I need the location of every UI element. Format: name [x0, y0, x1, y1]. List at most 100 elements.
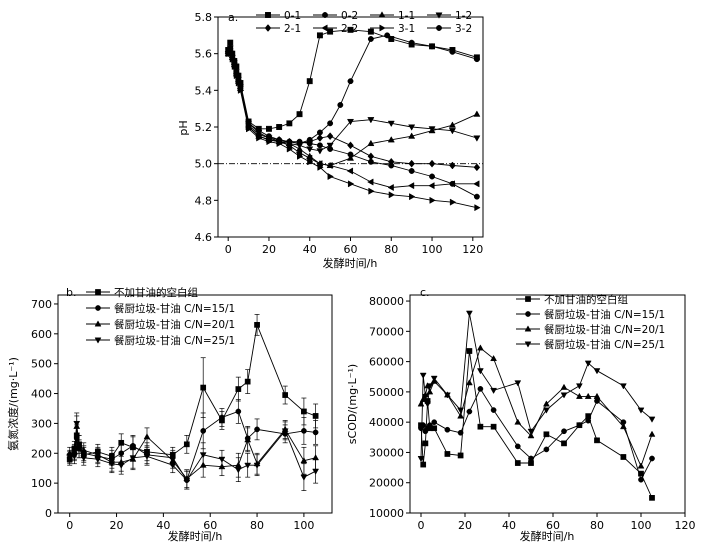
- data-point: [593, 368, 601, 375]
- legend-label: 不加甘油的空白组: [114, 286, 198, 299]
- data-point: [66, 453, 74, 460]
- data-point: [408, 168, 415, 174]
- data-point: [476, 368, 484, 375]
- data-point: [449, 180, 456, 187]
- data-point: [619, 423, 627, 430]
- legend-label: 餐厨垃圾-甘油 C/N=25/1: [114, 334, 235, 347]
- data-point: [473, 163, 481, 172]
- data-point: [266, 125, 272, 132]
- legend-marker: [525, 296, 531, 302]
- y-tick-label: 5.2: [195, 121, 213, 134]
- y-axis-label: pH: [177, 120, 190, 135]
- x-tick-label: 40: [502, 519, 516, 532]
- data-point: [408, 159, 415, 168]
- series-2: [418, 386, 655, 483]
- data-point: [457, 412, 465, 419]
- data-point: [286, 120, 293, 127]
- data-point: [347, 151, 354, 158]
- data-point: [276, 138, 283, 145]
- plot-frame: [57, 294, 333, 514]
- data-point: [367, 117, 375, 124]
- data-point: [229, 54, 236, 61]
- panel-b-ammonia-chart: 0 20 40 60 80 100 0 100 200 300 400 500 600 700 发酵时间/h…: [6, 286, 333, 543]
- data-point: [575, 383, 583, 390]
- data-point: [473, 180, 480, 188]
- legend-label: 1-1: [398, 10, 415, 22]
- panel-label: b.: [66, 286, 76, 299]
- y-axis-label: sCOD/(mg·L⁻¹): [346, 364, 359, 444]
- data-point: [316, 32, 323, 39]
- x-tick-label: 100: [422, 243, 443, 256]
- data-point: [407, 182, 415, 190]
- x-axis-label: 发酵时间/h: [323, 256, 378, 270]
- data-point: [465, 310, 473, 317]
- data-point: [388, 162, 395, 169]
- data-point: [428, 159, 436, 168]
- data-point: [514, 380, 522, 387]
- data-point: [281, 428, 289, 435]
- data-point: [457, 407, 465, 414]
- plot-frame: [409, 294, 686, 514]
- legend-marker: [321, 24, 328, 32]
- data-point: [444, 451, 451, 457]
- legend-marker: [94, 320, 102, 327]
- series-line: [420, 347, 653, 468]
- data-point: [560, 392, 568, 399]
- legend-item: 3-1: [370, 23, 415, 35]
- data-point: [75, 446, 83, 453]
- data-point: [424, 401, 432, 408]
- data-point: [183, 441, 190, 448]
- data-point: [225, 50, 232, 57]
- legend-marker: [379, 24, 386, 32]
- data-point: [421, 393, 429, 401]
- data-point: [575, 392, 583, 399]
- data-point: [420, 461, 427, 468]
- data-point: [254, 426, 260, 433]
- data-point: [429, 43, 435, 50]
- legend-marker: [265, 12, 271, 18]
- data-point: [473, 56, 480, 63]
- data-point: [347, 180, 355, 188]
- legend-item: 餐厨垃圾-甘油 C/N=25/1: [516, 338, 665, 351]
- series-3: [417, 344, 656, 469]
- y-tick-label: 5.6: [195, 48, 213, 61]
- series-4: [66, 412, 320, 491]
- data-point: [367, 139, 375, 147]
- data-point: [422, 440, 429, 447]
- data-point: [307, 158, 314, 166]
- legend-label: 3-1: [398, 23, 415, 35]
- legend-marker: [435, 12, 443, 19]
- y-tick-label: 400: [31, 388, 52, 401]
- data-point: [648, 416, 656, 423]
- data-point: [234, 467, 242, 474]
- legend-item: 0-1: [256, 10, 301, 22]
- legend-label: 3-2: [455, 23, 472, 35]
- data-point: [444, 426, 451, 433]
- data-point: [417, 456, 425, 463]
- legend-marker: [436, 25, 442, 31]
- data-point: [637, 462, 645, 469]
- data-point: [282, 392, 289, 398]
- data-point: [301, 428, 307, 434]
- data-point: [316, 148, 324, 155]
- data-point: [200, 384, 207, 391]
- data-point: [254, 322, 260, 328]
- data-point: [584, 392, 592, 399]
- data-point: [169, 462, 177, 469]
- x-axis-label: 发酵时间/h: [520, 529, 575, 543]
- x-tick-label: 60: [203, 519, 217, 532]
- data-point: [649, 455, 655, 462]
- data-point: [327, 28, 334, 35]
- legend-item: 3-2: [427, 23, 472, 35]
- y-tick-label: 20000: [369, 477, 404, 490]
- legend-item: 2-2: [313, 23, 358, 35]
- data-point: [473, 193, 480, 200]
- data-point: [235, 408, 242, 415]
- series-line: [69, 423, 316, 481]
- data-point: [426, 383, 434, 390]
- data-point: [108, 461, 116, 468]
- y-tick-label: 300: [31, 417, 52, 430]
- y-tick-label: 100: [31, 477, 52, 490]
- x-tick-label: 0: [66, 519, 73, 532]
